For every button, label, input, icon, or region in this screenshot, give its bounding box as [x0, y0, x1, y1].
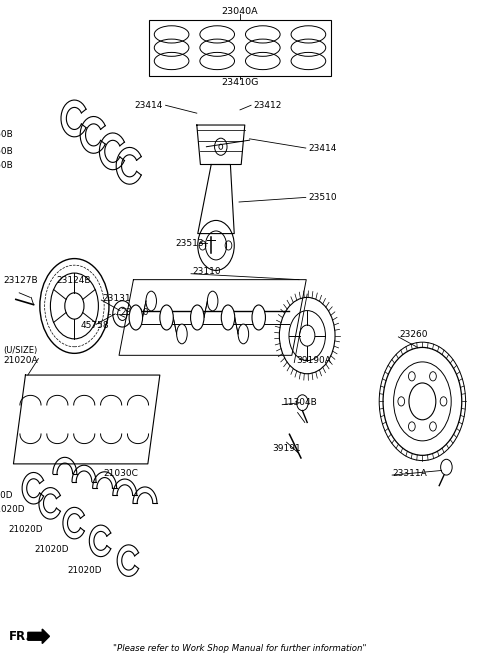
Text: 21020D: 21020D: [8, 525, 43, 534]
Ellipse shape: [129, 305, 143, 330]
Ellipse shape: [156, 43, 188, 53]
Text: 21020A: 21020A: [3, 356, 38, 365]
Text: 23414: 23414: [135, 101, 163, 110]
Text: 21020D: 21020D: [0, 491, 13, 500]
Text: 23131: 23131: [102, 293, 131, 303]
Text: 21020D: 21020D: [35, 545, 69, 554]
Ellipse shape: [156, 30, 188, 39]
Ellipse shape: [238, 324, 249, 343]
Text: 21030C: 21030C: [103, 469, 138, 478]
Ellipse shape: [207, 291, 218, 311]
Text: 23060B: 23060B: [0, 161, 13, 170]
Text: 23414: 23414: [308, 143, 336, 153]
Ellipse shape: [292, 57, 324, 66]
Text: 23260: 23260: [399, 330, 428, 339]
Text: 23510: 23510: [308, 193, 337, 202]
Text: 23410G: 23410G: [221, 78, 259, 87]
Text: (U/SIZE): (U/SIZE): [3, 346, 37, 355]
Ellipse shape: [191, 305, 204, 330]
Ellipse shape: [252, 305, 265, 330]
Text: 23110: 23110: [192, 266, 221, 276]
Text: 23412: 23412: [253, 101, 281, 110]
Ellipse shape: [146, 291, 156, 311]
Text: 23120: 23120: [120, 308, 148, 317]
Text: 39190A: 39190A: [296, 356, 331, 365]
Text: FR.: FR.: [9, 630, 31, 643]
Ellipse shape: [292, 43, 324, 53]
Text: 23513: 23513: [175, 239, 204, 248]
Ellipse shape: [247, 43, 279, 53]
Ellipse shape: [292, 30, 324, 39]
Text: "Please refer to Work Shop Manual for further information": "Please refer to Work Shop Manual for fu…: [113, 644, 367, 653]
Ellipse shape: [221, 305, 235, 330]
Ellipse shape: [201, 30, 233, 39]
Ellipse shape: [160, 305, 173, 330]
Ellipse shape: [201, 43, 233, 53]
Ellipse shape: [247, 30, 279, 39]
FancyArrow shape: [28, 629, 49, 644]
Ellipse shape: [156, 57, 188, 66]
Ellipse shape: [201, 57, 233, 66]
Text: 21020D: 21020D: [67, 566, 102, 575]
Text: 23127B: 23127B: [3, 276, 38, 286]
Text: 45758: 45758: [81, 321, 109, 330]
Ellipse shape: [247, 57, 279, 66]
Text: 23060B: 23060B: [0, 130, 13, 139]
Text: 21020D: 21020D: [0, 505, 25, 515]
Text: 23124B: 23124B: [57, 276, 91, 286]
Ellipse shape: [177, 324, 187, 343]
Text: 23060B: 23060B: [0, 147, 13, 156]
Text: 23040A: 23040A: [222, 7, 258, 16]
Text: 23311A: 23311A: [393, 469, 427, 478]
Text: 39191: 39191: [273, 444, 301, 453]
Bar: [149, 20, 331, 76]
Text: 11304B: 11304B: [283, 398, 318, 407]
